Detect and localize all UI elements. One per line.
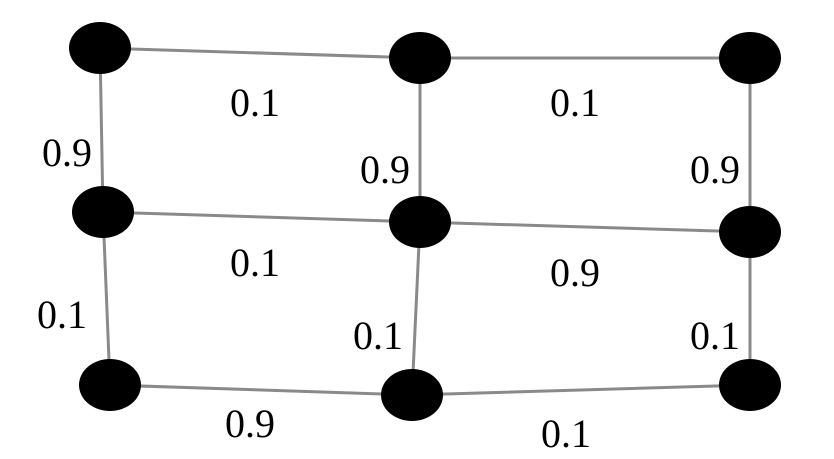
edge-n00-n01 bbox=[98, 46, 422, 60]
node-n11 bbox=[389, 196, 451, 248]
edge-weight-label: 0.1 bbox=[230, 240, 280, 285]
edge-n21-n22 bbox=[410, 383, 752, 397]
edge-weight-label: 0.1 bbox=[541, 411, 591, 456]
nodes-layer bbox=[69, 22, 781, 421]
edge-weight-label: 0.9 bbox=[360, 147, 410, 192]
edge-n10-n20 bbox=[101, 210, 112, 387]
edge-weight-label: 0.1 bbox=[37, 292, 87, 337]
node-n20 bbox=[79, 359, 141, 411]
edge-weight-labels: 0.1 0.1 0.9 0.9 0.9 0.1 0.9 0.1 0.1 0.1 0.9 0.1 bbox=[37, 80, 740, 456]
edge-n20-n21 bbox=[108, 383, 414, 397]
edge-weight-label: 0.1 bbox=[353, 313, 403, 358]
node-n12 bbox=[719, 206, 781, 258]
edge-n10-n11 bbox=[101, 210, 422, 224]
edge-weight-label: 0.9 bbox=[690, 147, 740, 192]
node-n21 bbox=[381, 369, 443, 421]
node-n01 bbox=[389, 32, 451, 84]
node-n00 bbox=[69, 22, 131, 74]
edge-weight-label: 0.9 bbox=[225, 401, 275, 446]
edge-weight-label: 0.9 bbox=[42, 130, 92, 175]
edge-weight-label: 0.1 bbox=[690, 313, 740, 358]
node-n10 bbox=[72, 186, 134, 238]
edge-n11-n12 bbox=[418, 220, 752, 234]
node-n22 bbox=[719, 359, 781, 411]
edge-weight-label: 0.1 bbox=[550, 80, 600, 125]
edge-n11-n21 bbox=[410, 220, 422, 397]
edge-weight-label: 0.9 bbox=[550, 250, 600, 295]
node-n02 bbox=[719, 32, 781, 84]
edge-n00-n10 bbox=[98, 46, 105, 214]
edge-weight-label: 0.1 bbox=[230, 80, 280, 125]
